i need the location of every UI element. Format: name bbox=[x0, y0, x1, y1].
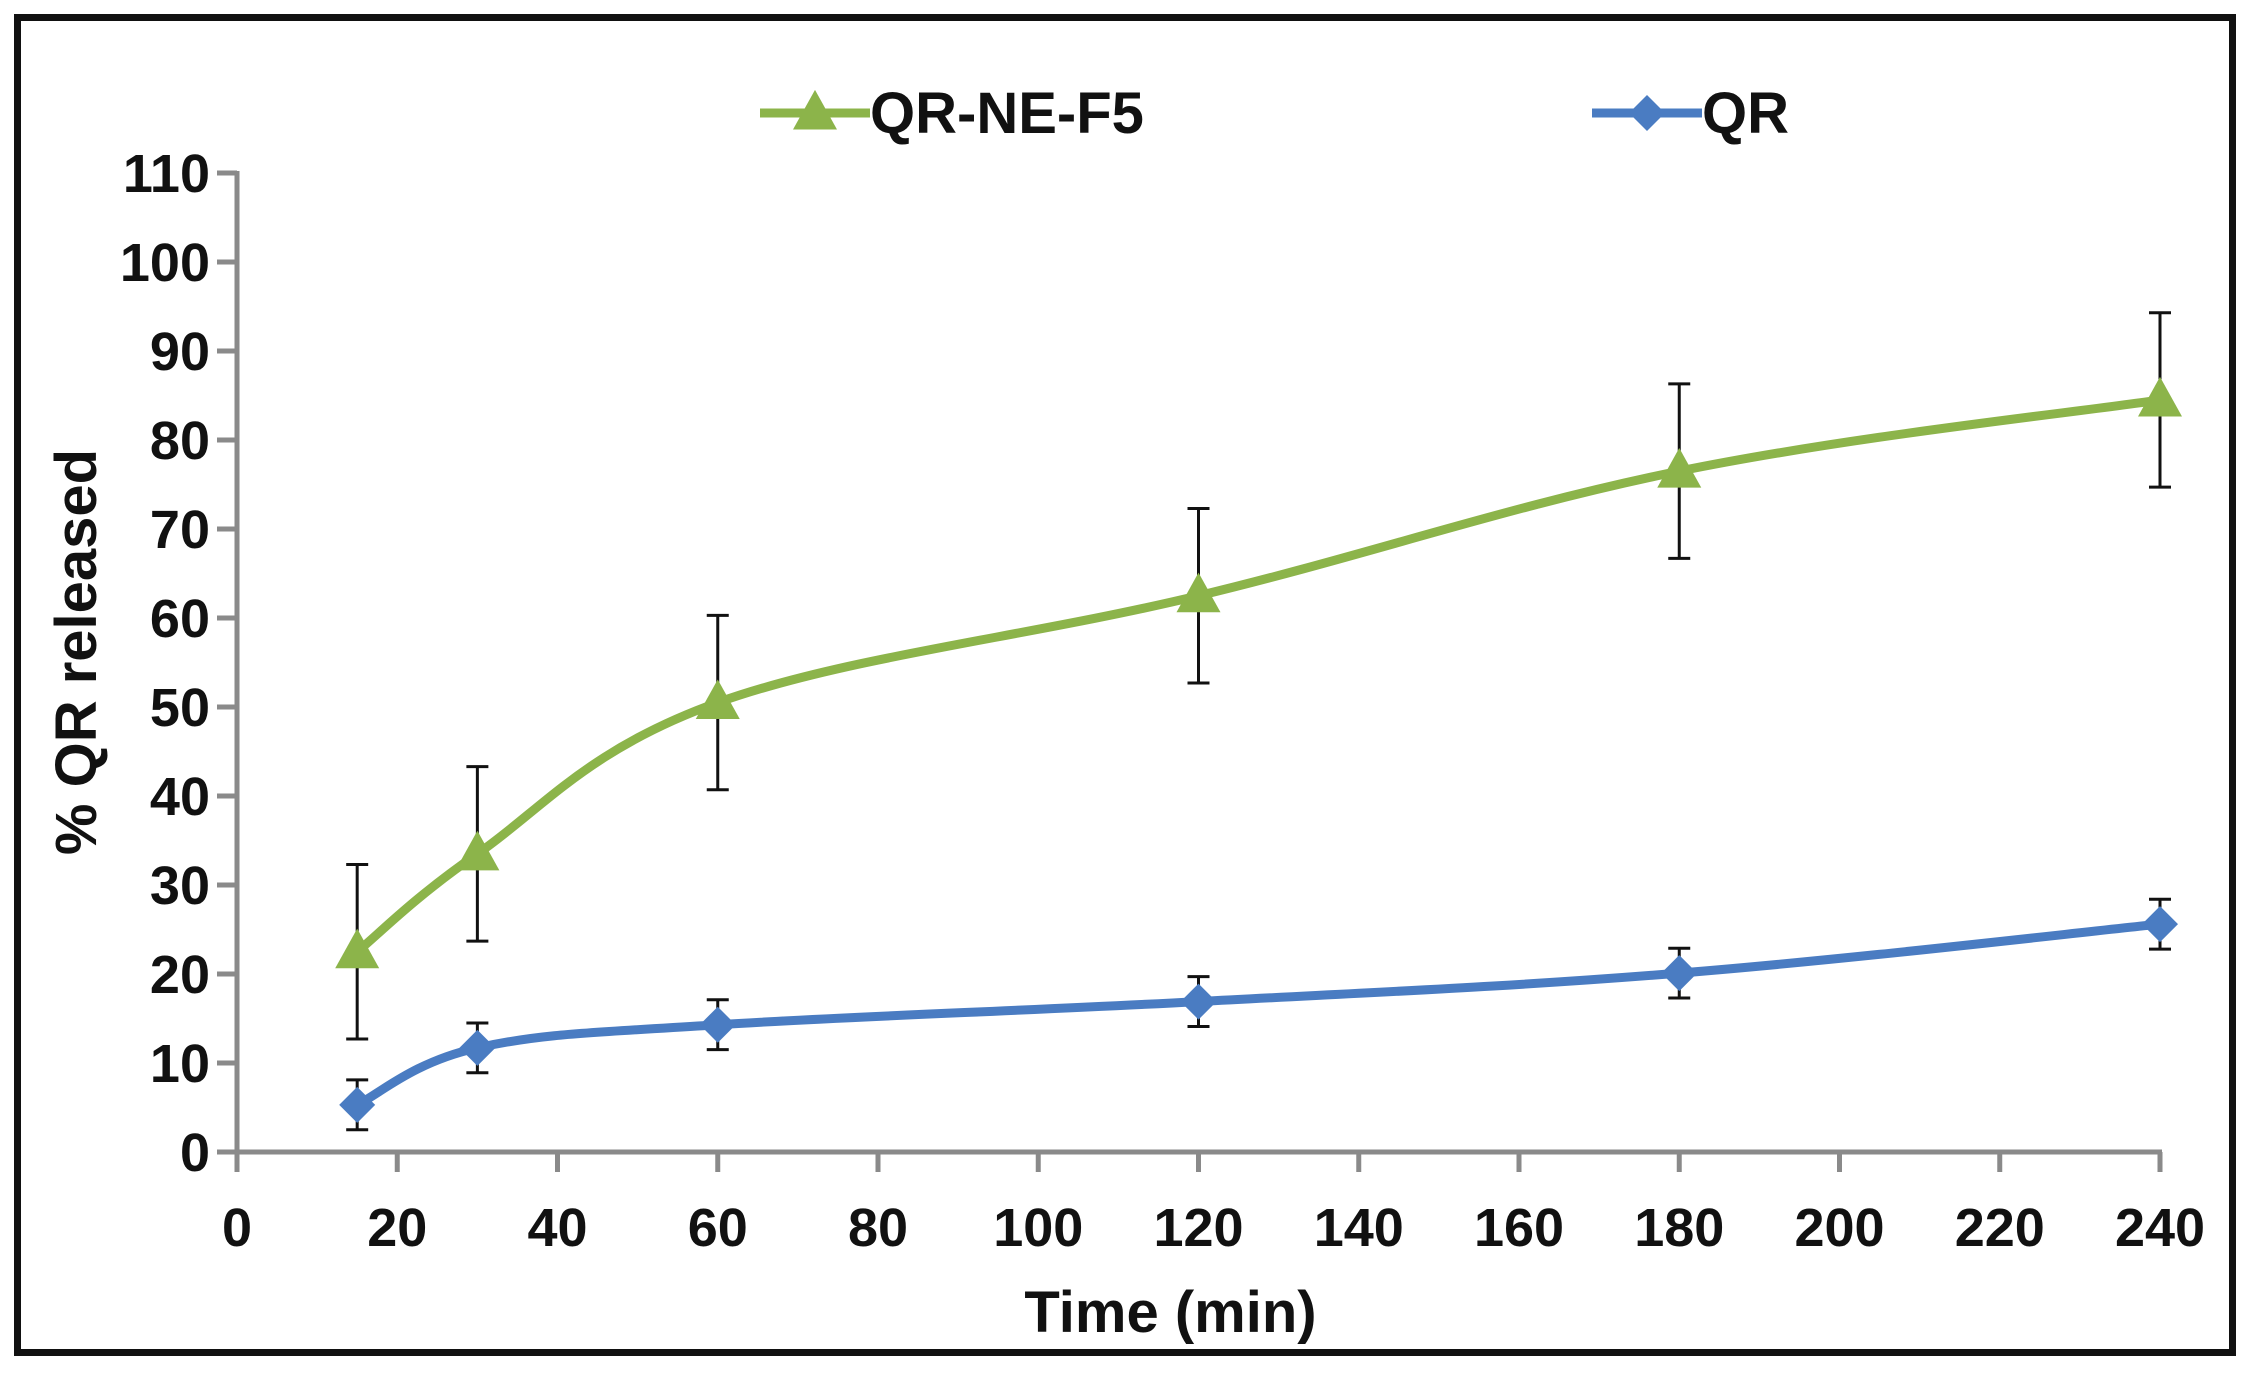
data-point-qr-ne-f5 bbox=[455, 830, 500, 871]
data-point-qr-ne-f5 bbox=[2138, 376, 2182, 417]
x-tick-label: 140 bbox=[1314, 1198, 1404, 1258]
legend-item-qr: QR bbox=[1592, 81, 1789, 146]
y-tick-label: 60 bbox=[150, 589, 210, 649]
y-tick-label: 10 bbox=[150, 1034, 210, 1094]
y-ticks: 0 10 20 30 40 50 60 70 80 90 100 110 bbox=[120, 144, 237, 1183]
series-line-qr bbox=[352, 919, 2165, 1110]
data-markers bbox=[335, 376, 2182, 1123]
legend-marker-diamond bbox=[1629, 95, 1665, 131]
legend-marker-triangle bbox=[793, 89, 837, 130]
legend-label-qr: QR bbox=[1702, 81, 1789, 146]
y-tick-label: 20 bbox=[150, 945, 210, 1005]
x-tick-label: 60 bbox=[688, 1198, 748, 1258]
y-tick-label: 70 bbox=[150, 500, 210, 560]
y-tick-label: 30 bbox=[150, 856, 210, 916]
data-point-qr bbox=[1661, 955, 1698, 992]
x-tick-label: 160 bbox=[1474, 1198, 1564, 1258]
x-ticks: 0 20 40 60 80 100 120 140 160 180 200 220 240 bbox=[222, 1152, 2205, 1258]
data-point-qr-ne-f5 bbox=[335, 928, 380, 969]
legend: QR-NE-F5 QR bbox=[760, 81, 1789, 146]
y-tick-label: 110 bbox=[123, 144, 210, 204]
x-tick-label: 80 bbox=[848, 1198, 908, 1258]
x-tick-label: 200 bbox=[1794, 1198, 1884, 1258]
x-tick-label: 240 bbox=[2115, 1198, 2205, 1258]
y-tick-label: 80 bbox=[150, 411, 210, 471]
legend-label-qr-ne-f5: QR-NE-F5 bbox=[870, 81, 1144, 146]
x-tick-label: 0 bbox=[222, 1198, 252, 1258]
y-tick-label: 100 bbox=[120, 233, 210, 293]
data-point-qr-ne-f5 bbox=[1657, 448, 1702, 488]
data-point-qr bbox=[339, 1086, 376, 1123]
y-tick-label: 40 bbox=[150, 767, 210, 827]
data-point-qr bbox=[699, 1006, 736, 1043]
y-tick-label: 90 bbox=[150, 322, 210, 382]
axes: 0 10 20 30 40 50 60 70 80 90 100 110 0 20 40 60 80 100 12… bbox=[120, 144, 2205, 1258]
data-point-qr-ne-f5 bbox=[1176, 572, 1221, 613]
y-tick-label: 50 bbox=[150, 678, 210, 738]
y-axis-title: % QR released bbox=[44, 449, 109, 855]
x-tick-label: 20 bbox=[367, 1198, 427, 1258]
x-tick-label: 220 bbox=[1955, 1198, 2045, 1258]
data-point-qr-ne-f5 bbox=[695, 679, 740, 720]
legend-item-qr-ne-f5: QR-NE-F5 bbox=[760, 81, 1144, 146]
series-line-qr-ne-f5 bbox=[352, 395, 2165, 957]
x-axis-title: Time (min) bbox=[1024, 1280, 1316, 1345]
x-tick-label: 180 bbox=[1634, 1198, 1724, 1258]
data-point-qr bbox=[1180, 983, 1217, 1020]
data-point-qr bbox=[459, 1029, 496, 1066]
x-tick-label: 120 bbox=[1153, 1198, 1243, 1258]
data-point-qr bbox=[2142, 906, 2178, 943]
series-lines bbox=[352, 395, 2165, 1110]
chart-frame bbox=[14, 14, 2236, 1356]
x-tick-label: 100 bbox=[993, 1198, 1083, 1258]
y-tick-label: 0 bbox=[180, 1123, 210, 1183]
x-tick-label: 40 bbox=[527, 1198, 587, 1258]
